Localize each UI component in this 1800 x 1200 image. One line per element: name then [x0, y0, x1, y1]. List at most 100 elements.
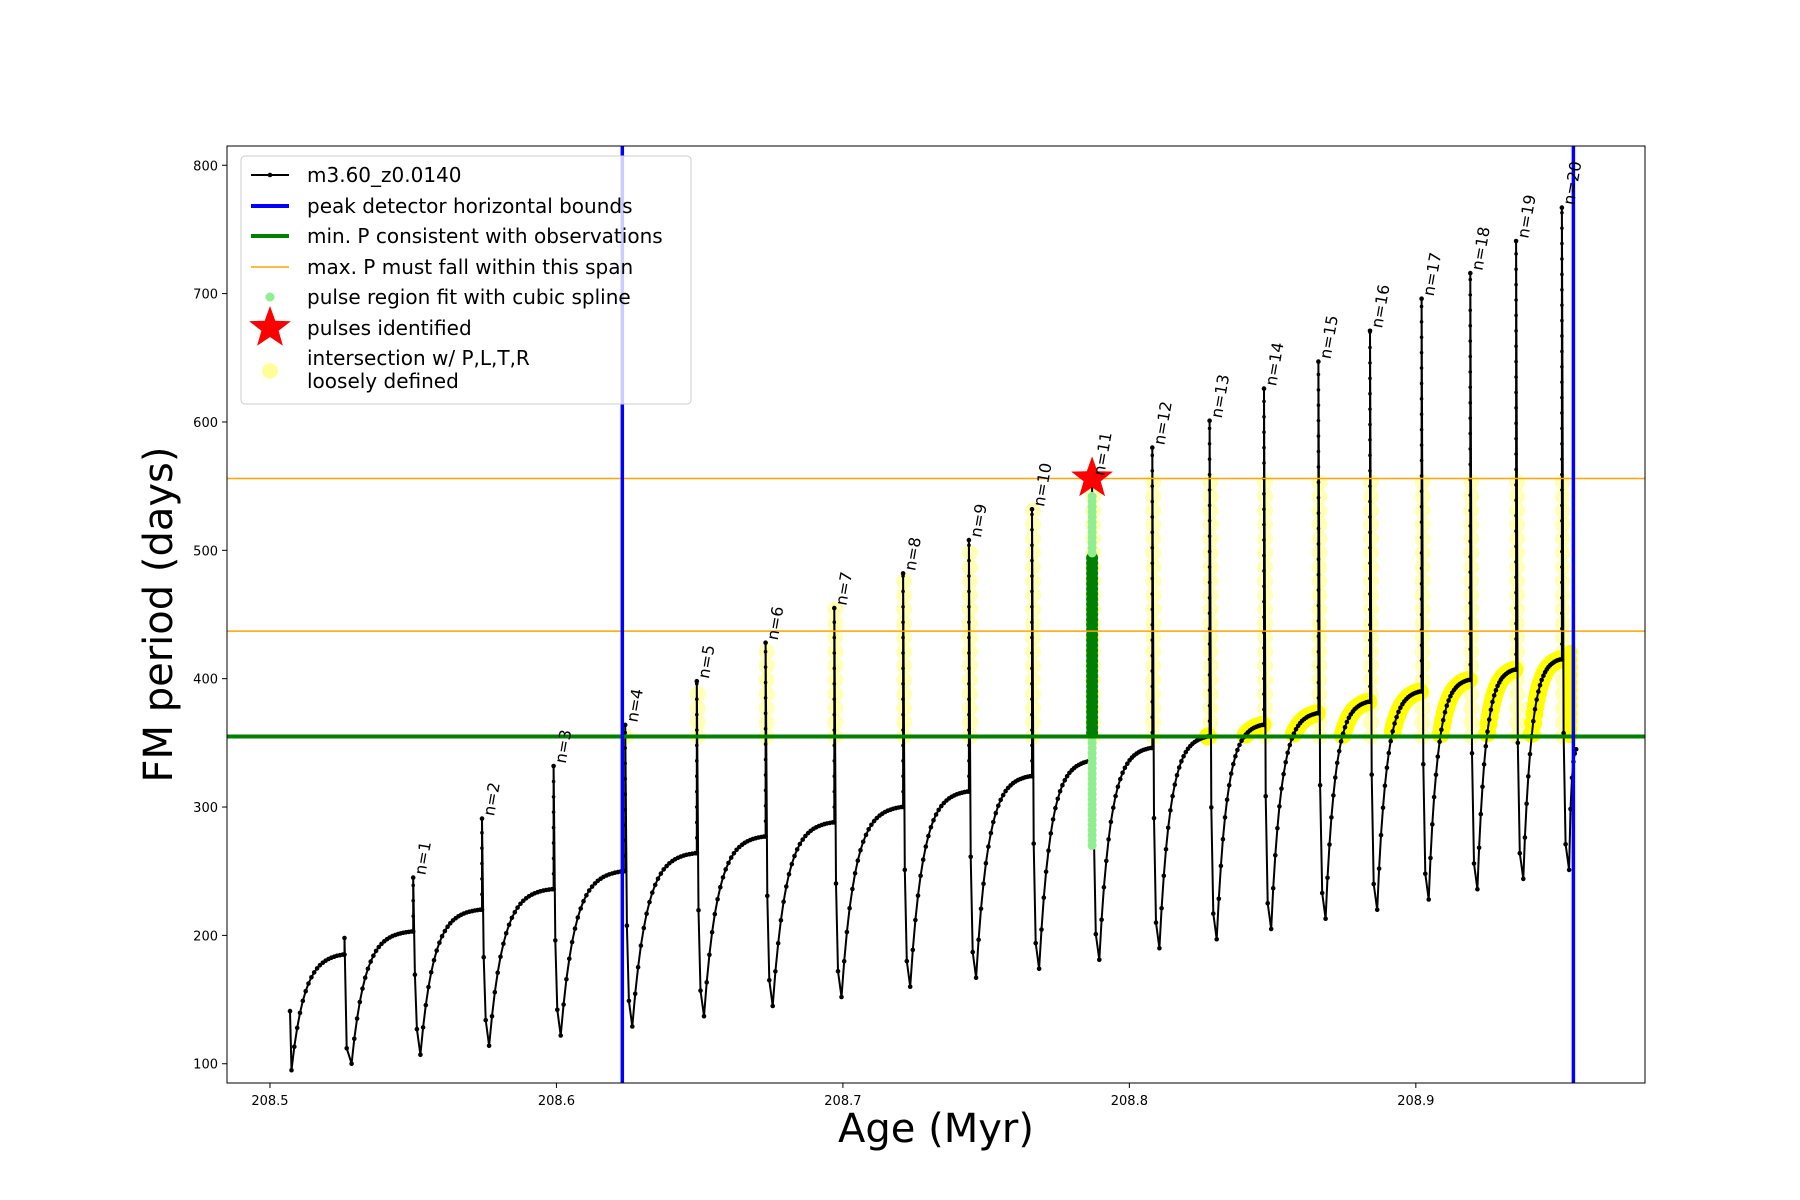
- curve-point: [901, 728, 905, 732]
- curve-point: [551, 794, 556, 799]
- curve-point: [698, 988, 703, 993]
- curve-point: [503, 931, 509, 936]
- curve-point: [1419, 335, 1424, 340]
- curve-point: [1560, 580, 1564, 585]
- curve-point: [586, 888, 592, 893]
- curve-point: [1030, 558, 1034, 563]
- curve-point: [1468, 462, 1473, 467]
- curve-point: [352, 1036, 357, 1042]
- curve-point: [1532, 707, 1538, 712]
- curve-point: [1560, 488, 1564, 492]
- curve-point: [1419, 535, 1424, 540]
- curve-point: [1262, 723, 1266, 727]
- curve-point: [1468, 293, 1473, 297]
- curve-point: [1262, 646, 1266, 650]
- curve-point: [863, 832, 869, 838]
- curve-point: [709, 930, 715, 935]
- curve-point: [967, 666, 971, 671]
- y-tick-label-6: 700: [193, 288, 218, 303]
- curve-point: [983, 860, 989, 866]
- curve-point: [967, 774, 971, 779]
- curve-point: [1476, 845, 1482, 851]
- curve-point: [763, 696, 768, 700]
- curve-point: [1207, 441, 1212, 446]
- curve-point: [515, 905, 520, 910]
- curve-point: [1419, 689, 1424, 694]
- curve-point: [695, 759, 699, 763]
- curve-point: [418, 1052, 423, 1058]
- curve-point: [1316, 696, 1321, 700]
- curve-point: [1368, 530, 1372, 535]
- curve-point: [1262, 415, 1266, 419]
- curve-point: [993, 810, 999, 816]
- legend-swatch-dot: [262, 363, 278, 379]
- curve-point: [1150, 653, 1155, 658]
- curve-point: [623, 869, 627, 874]
- curve-point: [1378, 832, 1384, 838]
- curve-point: [1261, 386, 1267, 391]
- curve-point: [1207, 457, 1212, 461]
- curve-point: [967, 728, 971, 732]
- curve-point: [1316, 649, 1321, 654]
- curve-point: [480, 861, 484, 866]
- curve-point: [623, 823, 627, 827]
- curve-point: [287, 1008, 293, 1014]
- curve-point: [1262, 569, 1266, 573]
- curve-point: [991, 819, 996, 825]
- curve-point: [1468, 447, 1473, 451]
- curve-point: [1537, 682, 1543, 688]
- curve-point: [901, 759, 905, 763]
- curve-point: [1316, 680, 1321, 685]
- curve-point: [847, 906, 852, 911]
- curve-point: [1150, 576, 1155, 581]
- curve-point: [1209, 805, 1214, 810]
- curve-point: [1150, 622, 1155, 627]
- curve-point: [1437, 739, 1442, 745]
- curve-point: [967, 589, 971, 594]
- curve-point: [763, 665, 768, 669]
- identified-pulse-markers: [1071, 456, 1113, 497]
- pulse-label-7: n=7: [832, 570, 857, 607]
- curve-point: [1029, 506, 1035, 512]
- curve-point: [763, 640, 768, 645]
- curve-point: [1159, 906, 1164, 911]
- curve-point: [1368, 330, 1372, 334]
- curve-point: [763, 773, 768, 777]
- curve-point: [860, 839, 866, 845]
- curve-point: [1430, 822, 1435, 827]
- curve-point: [1480, 784, 1485, 789]
- curve-point: [448, 921, 453, 926]
- curve-point: [936, 807, 941, 813]
- curve-point: [551, 841, 556, 845]
- curve-point: [411, 914, 416, 918]
- curve-point: [1560, 411, 1564, 415]
- curve-point: [1560, 457, 1564, 461]
- curve-point: [1392, 721, 1397, 726]
- curve-point: [773, 969, 778, 974]
- curve-point: [1433, 772, 1439, 777]
- curve-point: [658, 871, 664, 876]
- curve-point: [1224, 797, 1230, 802]
- curve-point: [1448, 693, 1453, 699]
- curve-point: [1368, 669, 1372, 673]
- curve-point: [832, 820, 837, 825]
- curve-point: [1440, 717, 1446, 723]
- curve-point: [1283, 760, 1288, 765]
- curve-point: [623, 854, 627, 858]
- curve-point: [1316, 665, 1321, 669]
- curve-point: [354, 1016, 360, 1021]
- curve-point: [901, 620, 905, 625]
- curve-point: [1262, 507, 1266, 512]
- curve-point: [1150, 530, 1155, 535]
- curve-point: [1273, 852, 1278, 858]
- curve-point: [832, 728, 837, 732]
- curve-point: [718, 884, 723, 890]
- curve-point: [833, 881, 839, 886]
- curve-point: [1560, 596, 1564, 600]
- curve-point: [373, 948, 379, 954]
- curve-point: [901, 697, 905, 702]
- x-tick-label-3: 208.8: [1111, 1094, 1148, 1109]
- curve-point: [1030, 512, 1034, 517]
- curve-point: [1468, 585, 1473, 590]
- curve-point: [306, 981, 311, 986]
